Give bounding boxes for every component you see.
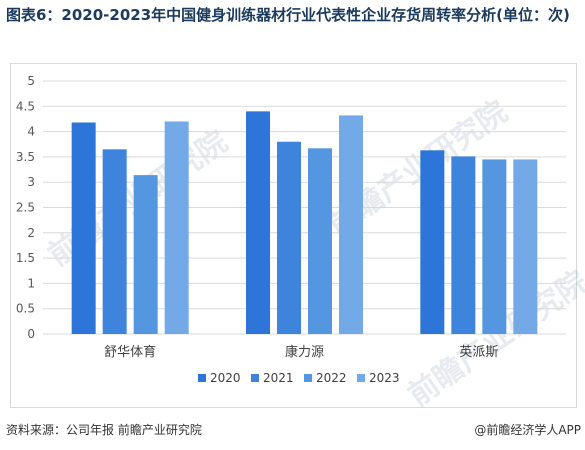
legend-swatch bbox=[198, 374, 206, 382]
bar-chart: 0 0.5 1 1.5 2 2.5 3 3.5 4 4.5 5 舒华体育 康力源 英派斯 2020 2021 2… bbox=[16, 74, 566, 385]
legend-swatch bbox=[304, 374, 312, 382]
bar-2021 bbox=[451, 156, 476, 334]
bar-2020 bbox=[71, 122, 96, 334]
legend-label: 2022 bbox=[316, 371, 347, 385]
y-tick-label: 0 bbox=[27, 327, 35, 341]
x-category-label: 康力源 bbox=[285, 344, 324, 360]
legend-label: 2023 bbox=[369, 371, 400, 385]
bar-2021 bbox=[102, 149, 127, 334]
bar-2021 bbox=[277, 141, 301, 334]
y-tick-label: 0.5 bbox=[16, 302, 35, 316]
bar-2023 bbox=[164, 121, 189, 334]
y-tick-label: 5 bbox=[27, 74, 35, 88]
bar-2022 bbox=[308, 148, 332, 334]
source-note: 资料来源：公司年报 前瞻产业研究院 bbox=[6, 423, 202, 437]
y-tick-label: 2 bbox=[27, 226, 35, 240]
bar-2023 bbox=[339, 115, 363, 334]
legend-label: 2020 bbox=[210, 371, 241, 385]
bar-2023 bbox=[513, 159, 538, 334]
legend-swatch bbox=[251, 374, 259, 382]
bar-2022 bbox=[482, 159, 507, 334]
y-tick-label: 1.5 bbox=[16, 251, 35, 265]
bar-2022 bbox=[133, 175, 158, 334]
x-category-label: 舒华体育 bbox=[104, 344, 156, 360]
legend-label: 2021 bbox=[263, 371, 294, 385]
chart-title: 图表6：2020-2023年中国健身训练器材行业代表性企业存货周转率分析(单位：… bbox=[6, 6, 570, 24]
chart-area: 前瞻产业研究院 前瞻产业研究院 前瞻产业研究院 00.511.522.533.5… bbox=[10, 63, 585, 413]
y-tick-label: 4.5 bbox=[16, 99, 35, 113]
y-tick-label: 2.5 bbox=[16, 201, 35, 215]
y-tick-label: 4 bbox=[27, 125, 35, 139]
y-tick-label: 3 bbox=[27, 175, 35, 189]
y-tick-label: 3.5 bbox=[16, 150, 35, 164]
bar-2020 bbox=[246, 111, 270, 334]
brand-label: @前瞻经济学人APP bbox=[474, 423, 581, 437]
bar-2020 bbox=[420, 150, 445, 334]
y-tick-label: 1 bbox=[27, 276, 35, 290]
legend-swatch bbox=[357, 374, 365, 382]
x-category-label: 英派斯 bbox=[459, 345, 498, 360]
footer: 资料来源：公司年报 前瞻产业研究院 @前瞻经济学人APP bbox=[6, 421, 581, 438]
